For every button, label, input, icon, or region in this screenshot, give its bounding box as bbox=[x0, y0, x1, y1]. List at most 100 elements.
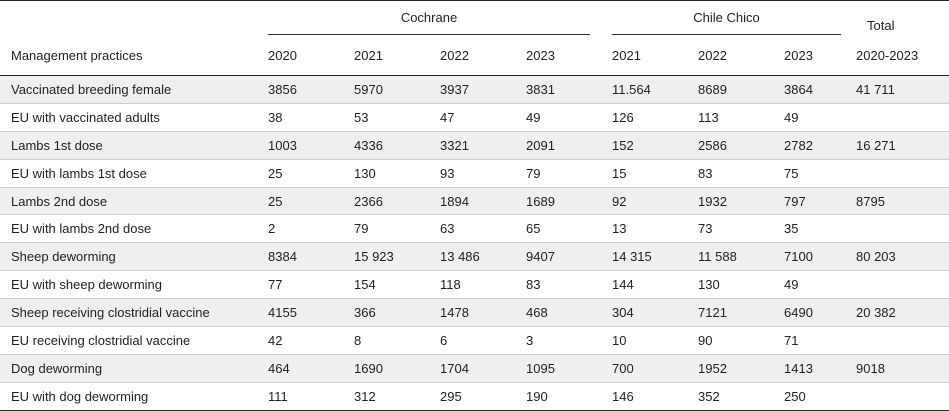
table-cell: 3321 bbox=[429, 131, 515, 160]
table-cell: 1690 bbox=[343, 354, 429, 383]
table-row: Dog deworming 464 1690 1704 1095 700 1952 1413 9… bbox=[0, 354, 949, 383]
table-cell: 152 bbox=[601, 131, 687, 160]
table-row: EU with lambs 2nd dose 2 79 63 65 13 73 35 bbox=[0, 214, 949, 244]
table-cell: 11 588 bbox=[687, 242, 773, 272]
table-cell: 49 bbox=[773, 103, 852, 132]
table-cell: 83 bbox=[687, 159, 773, 188]
table-cell: 53 bbox=[343, 103, 429, 132]
table-cell: 154 bbox=[343, 270, 429, 300]
table-cell bbox=[852, 159, 949, 188]
row-label: EU with vaccinated adults bbox=[0, 103, 257, 132]
table-row: Vaccinated breeding female 3856 5970 3937 38… bbox=[0, 75, 949, 104]
row-label-header: Management practices bbox=[11, 48, 143, 63]
table-cell: 20 382 bbox=[852, 298, 949, 328]
chile-chico-group-rule bbox=[612, 34, 841, 35]
table-cell: 8689 bbox=[687, 75, 773, 104]
table-cell: 65 bbox=[515, 214, 601, 244]
table-cell: 1689 bbox=[515, 187, 601, 216]
table-cell: 25 bbox=[257, 159, 343, 188]
table-cell: 90 bbox=[687, 326, 773, 355]
table-cell: 1932 bbox=[687, 187, 773, 216]
table-cell: 10 bbox=[601, 326, 687, 355]
year-header-cochrane-2: 2022 bbox=[440, 47, 469, 63]
year-header-cochrane-0: 2020 bbox=[268, 47, 297, 63]
table-cell: 8384 bbox=[257, 242, 343, 272]
table-cell: 797 bbox=[773, 187, 852, 216]
table-cell: 71 bbox=[773, 326, 852, 355]
table-cell: 366 bbox=[343, 298, 429, 328]
table-cell: 73 bbox=[687, 214, 773, 244]
table-cell: 352 bbox=[687, 382, 773, 411]
table-cell: 41 711 bbox=[852, 75, 949, 104]
year-header-cochrane-3: 2023 bbox=[526, 47, 555, 63]
table-cell: 16 271 bbox=[852, 131, 949, 160]
table-cell: 42 bbox=[257, 326, 343, 355]
table-cell: 79 bbox=[515, 159, 601, 188]
table-cell: 49 bbox=[515, 103, 601, 132]
table-cell: 14 315 bbox=[601, 242, 687, 272]
year-header-cochrane-1: 2021 bbox=[354, 47, 383, 63]
table-cell: 130 bbox=[687, 270, 773, 300]
table-cell: 1413 bbox=[773, 354, 852, 383]
table-cell: 8795 bbox=[852, 187, 949, 216]
row-label: EU with lambs 1st dose bbox=[0, 159, 257, 188]
table-cell: 9018 bbox=[852, 354, 949, 383]
row-label: Lambs 2nd dose bbox=[0, 187, 257, 216]
year-header-chile-chico-1: 2022 bbox=[698, 47, 727, 63]
table-row: Lambs 2nd dose 25 2366 1894 1689 92 1932 797 879… bbox=[0, 187, 949, 216]
row-label: Sheep deworming bbox=[0, 242, 257, 272]
table-cell: 2782 bbox=[773, 131, 852, 160]
total-header-line1: Total bbox=[867, 18, 895, 33]
row-label: EU with lambs 2nd dose bbox=[0, 214, 257, 244]
row-label: EU with sheep deworming bbox=[0, 270, 257, 300]
table-cell: 11.564 bbox=[601, 75, 687, 104]
table-cell bbox=[852, 270, 949, 300]
table-cell: 2586 bbox=[687, 131, 773, 160]
cochrane-group-label: Cochrane bbox=[400, 10, 458, 25]
table-cell: 146 bbox=[601, 382, 687, 411]
table-cell: 77 bbox=[257, 270, 343, 300]
table-cell: 3 bbox=[515, 326, 601, 355]
table-cell: 80 203 bbox=[852, 242, 949, 272]
table-cell: 111 bbox=[257, 382, 343, 411]
table-cell: 3937 bbox=[429, 75, 515, 104]
table-cell: 6490 bbox=[773, 298, 852, 328]
chile-chico-group-label: Chile Chico bbox=[693, 10, 760, 25]
table-cell bbox=[852, 103, 949, 132]
table-cell: 7121 bbox=[687, 298, 773, 328]
table-cell: 130 bbox=[343, 159, 429, 188]
table-cell: 2091 bbox=[515, 131, 601, 160]
table-cell: 190 bbox=[515, 382, 601, 411]
table-row: EU with sheep deworming 77 154 118 83 144 130 4… bbox=[0, 270, 949, 300]
table-cell: 92 bbox=[601, 187, 687, 216]
table-cell: 118 bbox=[429, 270, 515, 300]
table-cell: 2 bbox=[257, 214, 343, 244]
table-cell: 75 bbox=[773, 159, 852, 188]
table-cell: 1704 bbox=[429, 354, 515, 383]
table-cell: 13 bbox=[601, 214, 687, 244]
chile-chico-group-header: Chile Chico bbox=[601, 1, 852, 35]
table-cell: 7100 bbox=[773, 242, 852, 272]
table-cell bbox=[852, 214, 949, 244]
row-label: Dog deworming bbox=[0, 354, 257, 383]
table-body: Vaccinated breeding female 3856 5970 3937 38… bbox=[0, 75, 949, 411]
row-label: Lambs 1st dose bbox=[0, 131, 257, 160]
table-cell: 5970 bbox=[343, 75, 429, 104]
table-cell: 126 bbox=[601, 103, 687, 132]
table-row: Lambs 1st dose 1003 4336 3321 2091 152 2586 278… bbox=[0, 131, 949, 160]
table-cell: 15 923 bbox=[343, 242, 429, 272]
cochrane-group-rule bbox=[268, 34, 590, 35]
table-cell: 1478 bbox=[429, 298, 515, 328]
table-cell: 13 486 bbox=[429, 242, 515, 272]
table-cell: 47 bbox=[429, 103, 515, 132]
table-cell: 38 bbox=[257, 103, 343, 132]
total-header-line2: 2020-2023 bbox=[856, 47, 919, 63]
table-cell: 15 bbox=[601, 159, 687, 188]
row-label: EU receiving clostridial vaccine bbox=[0, 326, 257, 355]
table-row: Sheep receiving clostridial vaccine 4155 3… bbox=[0, 298, 949, 328]
table-cell: 250 bbox=[773, 382, 852, 411]
table-cell: 1003 bbox=[257, 131, 343, 160]
table-cell: 8 bbox=[343, 326, 429, 355]
table-row: EU with dog deworming 111 312 295 190 146 352 2… bbox=[0, 382, 949, 411]
